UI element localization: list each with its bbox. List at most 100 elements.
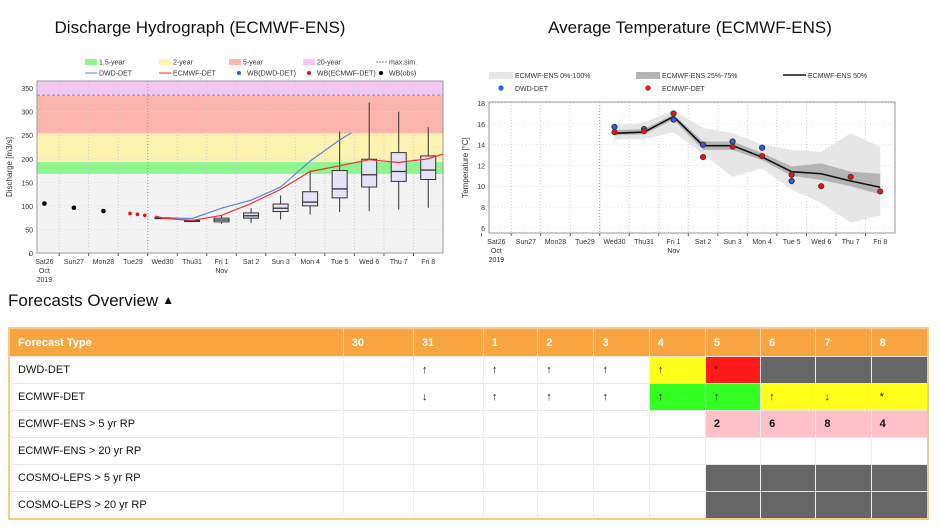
forecast-cell [343, 491, 414, 519]
legend-label: WB(ECMWF-DET) [317, 71, 376, 78]
legend-label: 2-year [173, 60, 194, 67]
y-tick-label: 16 [477, 122, 485, 129]
legend-swatch [237, 71, 241, 75]
y-tick-label: 250 [21, 133, 33, 140]
y-tick-label: 14 [477, 143, 485, 150]
forecast-cell [815, 491, 872, 519]
forecast-cell [593, 491, 650, 519]
forecast-type-label: COSMO-LEPS > 20 yr RP [9, 491, 344, 519]
x-tick-label: Thu31 [634, 239, 654, 246]
legend-label: 1.5-year [99, 60, 125, 67]
table-row: COSMO-LEPS > 20 yr RP [9, 491, 929, 519]
forecast-cell [593, 410, 650, 438]
forecast-cell [593, 437, 650, 465]
legend-label: ECMWF-DET [662, 86, 705, 93]
forecast-cell [649, 410, 706, 438]
forecast-type-label: ECMWF-ENS > 5 yr RP [9, 410, 344, 438]
y-tick-label: 8 [481, 205, 485, 212]
x-tick-label: Tue29 [123, 259, 143, 266]
forecast-type-label: ECMWF-DET [9, 383, 344, 411]
x-tick-label: Sun27 [516, 239, 536, 246]
legend-swatch [85, 59, 97, 65]
y-tick-label: 6 [481, 226, 485, 233]
forecast-cell: 2 [705, 410, 762, 438]
forecast-cell: 4 [871, 410, 929, 438]
x-tick-label: Fri 8 [421, 259, 435, 266]
below-threshold-area [37, 173, 443, 253]
x-tick-label: Mon28 [93, 259, 115, 266]
table-row: ECMWF-ENS > 5 yr RP 2 6 8 4 [9, 410, 929, 438]
ecmwf-det-point [759, 152, 766, 160]
forecast-cell [593, 464, 650, 492]
forecast-cell [871, 437, 929, 465]
forecast-cell [649, 491, 706, 519]
y-tick-label: 10 [477, 184, 485, 191]
legend-swatch [229, 59, 241, 65]
forecast-cell [537, 491, 595, 519]
forecast-cell: ↓ [815, 383, 872, 411]
dwd-det-point [759, 144, 766, 151]
forecast-cell [871, 464, 929, 492]
forecast-cell [815, 356, 872, 384]
forecast-cell [483, 437, 539, 465]
x-tick-label: Oct [39, 268, 50, 275]
forecast-cell [815, 464, 872, 492]
x-tick-label: Mon 4 [300, 259, 320, 266]
x-tick-label: Thu 7 [390, 259, 408, 266]
forecast-type-label: ECMWF-ENS > 20 yr RP [9, 437, 344, 465]
ens-median-line [614, 115, 881, 189]
column-header-forecast-type: Forecast Type [9, 328, 344, 357]
y-tick-label: 300 [21, 110, 33, 117]
column-header-7: 7 [815, 328, 872, 357]
forecast-cell: ↑ [537, 356, 595, 384]
forecasts-overview-toggle[interactable]: Forecasts Overview ▲ [8, 291, 174, 311]
column-header-31: 31 [413, 328, 484, 357]
series-line-ECMWF-DET [154, 153, 444, 222]
forecast-cell: ↑ [649, 383, 706, 411]
forecast-cell [537, 464, 595, 492]
ecmwf-det-point [670, 110, 677, 117]
forecast-cell [413, 410, 484, 438]
x-tick-label: Wed 6 [359, 259, 379, 266]
column-header-3: 3 [593, 328, 650, 357]
table-row: DWD-DET ↑ ↑ ↑ ↑ ↑ * [9, 356, 929, 384]
column-header-30: 30 [343, 328, 414, 357]
legend-label: 20-year [317, 60, 341, 67]
dwd-det-point [670, 116, 677, 123]
overview-title: Forecasts Overview [8, 291, 159, 310]
forecast-cell [871, 356, 929, 384]
legend-label: ECMWF-ENS 25%-75% [662, 73, 737, 80]
x-tick-label: Tue29 [575, 239, 595, 246]
y-tick-label: 0 [29, 251, 33, 258]
forecast-cell [815, 437, 872, 465]
y-tick-label: 200 [21, 157, 33, 164]
box [331, 170, 348, 199]
forecast-cell [649, 437, 706, 465]
ecmwf-det-point [847, 173, 854, 180]
forecast-cell [343, 356, 414, 384]
legend-swatch [498, 85, 504, 91]
wb-ecmwf-point [128, 211, 132, 216]
forecast-cell: * [871, 383, 929, 411]
box [361, 158, 378, 188]
x-tick-label: Sat26 [35, 259, 53, 266]
band-1.5-year [37, 162, 443, 174]
legend-label: 5-year [243, 60, 264, 67]
forecast-cell [537, 437, 595, 465]
legend-swatch [645, 85, 651, 91]
forecast-cell [537, 410, 595, 438]
band-5-year [37, 95, 443, 134]
forecast-cell: ↑ [760, 383, 817, 411]
forecast-type-label: COSMO-LEPS > 5 yr RP [9, 464, 344, 492]
y-tick-label: 350 [21, 86, 33, 93]
legend-label: DWD-DET [99, 71, 133, 78]
x-tick-label: 2019 [489, 257, 505, 264]
chevron-up-icon: ▲ [162, 293, 175, 307]
x-tick-label: Thu31 [182, 259, 202, 266]
ecmwf-det-point [788, 171, 795, 178]
x-tick-label: Nov [215, 268, 228, 275]
forecast-cell: ↑ [593, 356, 650, 384]
forecast-cell [705, 491, 762, 519]
x-tick-label: Sat 2 [243, 259, 259, 266]
ecmwf-det-point [699, 154, 707, 161]
